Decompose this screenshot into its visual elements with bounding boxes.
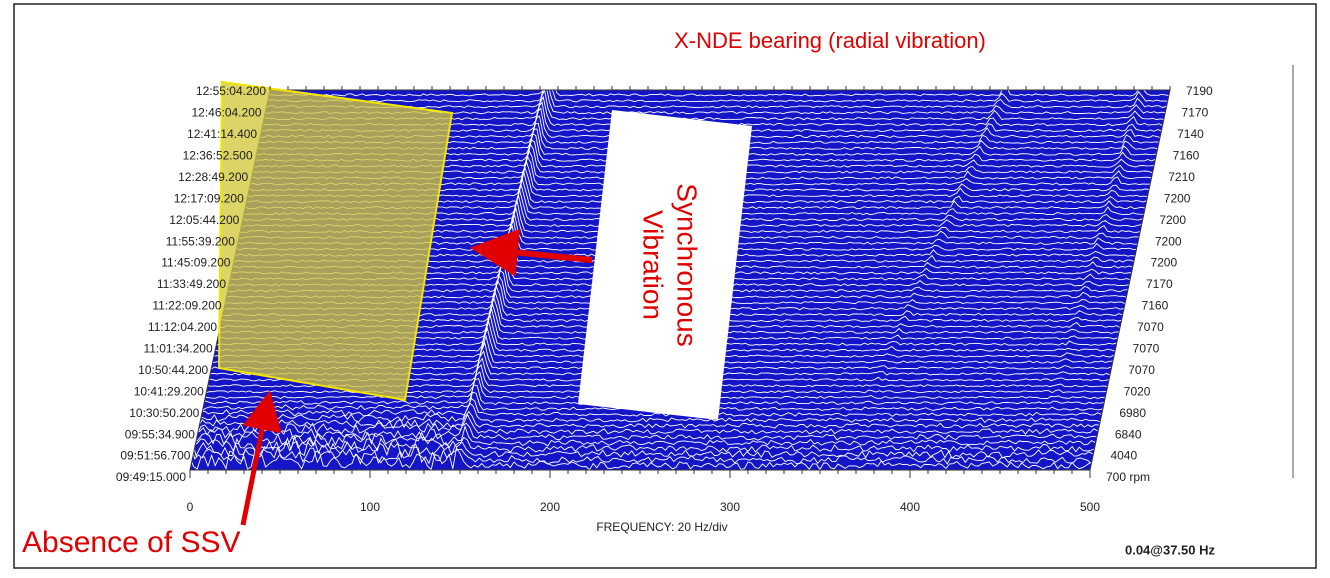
rpm-label: 6980 [1119, 406, 1146, 420]
callout-box [578, 110, 752, 420]
x-axis-label: FREQUENCY: 20 Hz/div [596, 520, 727, 534]
time-label: 09:55:34.900 [125, 427, 195, 441]
x-tick-label: 400 [900, 500, 920, 514]
rpm-label: 7200 [1159, 213, 1186, 227]
spectrum-trace [199, 402, 1101, 424]
time-label: 11:55:39.200 [166, 234, 236, 248]
rpm-label: 7170 [1146, 277, 1173, 291]
time-label: 11:22:09.200 [152, 299, 222, 313]
time-label: 10:50:44.200 [138, 363, 208, 377]
time-label: 11:01:34.200 [143, 342, 213, 356]
arrow [470, 228, 593, 277]
annotation: Vibration [638, 210, 669, 320]
time-label: 12:46:04.200 [191, 106, 261, 120]
time-label: 12:36:52.500 [183, 149, 253, 163]
x-tick-label: 100 [360, 500, 380, 514]
time-label: 09:49:15.000 [116, 470, 186, 484]
spectrum-trace [197, 413, 1098, 435]
rpm-label: 7070 [1128, 363, 1155, 377]
time-label: 12:55:04.200 [196, 84, 266, 98]
plot-title: X-NDE bearing (radial vibration) [674, 28, 986, 53]
time-label: 11:12:04.200 [148, 320, 218, 334]
rpm-label: 4040 [1110, 449, 1137, 463]
rpm-label: 7200 [1150, 256, 1177, 270]
rpm-label: 7170 [1182, 106, 1209, 120]
x-tick-label: 300 [720, 500, 740, 514]
rpm-label: 7210 [1168, 170, 1195, 184]
spectrum-trace [193, 435, 1094, 453]
rpm-label: 7160 [1142, 299, 1169, 313]
time-label: 12:41:14.400 [187, 127, 257, 141]
time-label: 09:51:56.700 [120, 449, 190, 463]
rpm-label: 7200 [1155, 234, 1182, 248]
callout-text: Synchronous Vibration [638, 183, 703, 346]
time-label: 12:28:49.200 [178, 170, 248, 184]
rpm-label: 7020 [1124, 384, 1151, 398]
time-label: 11:45:09.200 [161, 256, 231, 270]
spectrum-trace [196, 422, 1097, 442]
x-tick-label: 200 [540, 500, 560, 514]
rpm-label: 7190 [1186, 84, 1213, 98]
spectrum-trace [190, 446, 1092, 465]
time-label: 10:41:29.200 [134, 384, 204, 398]
cursor-readout: 0.04@37.50 Hz [1125, 542, 1216, 557]
spectrum-trace [267, 70, 1168, 103]
rpm-label: 7160 [1173, 149, 1200, 163]
time-label: 12:17:09.200 [174, 191, 244, 205]
rpm-label: 7200 [1164, 191, 1191, 205]
time-label: 12:05:44.200 [169, 213, 239, 227]
rpm-label: 7140 [1177, 127, 1204, 141]
time-label: 10:30:50.200 [129, 406, 199, 420]
rpm-label: 7070 [1133, 342, 1160, 356]
annotation: Synchronous [672, 183, 703, 346]
rpm-label: 700 rpm [1106, 470, 1150, 484]
spectrum-trace [268, 64, 1169, 97]
x-tick-label: 500 [1080, 500, 1100, 514]
frame [13, 3, 1317, 569]
highlight-box [217, 80, 454, 402]
x-tick-label: 0 [187, 500, 194, 514]
arrow [240, 390, 282, 526]
rpm-label: 7070 [1137, 320, 1164, 334]
time-label: 11:33:49.200 [157, 277, 227, 291]
spectrum-trace [189, 446, 1091, 471]
annotation: Absence of SSV [22, 526, 240, 559]
rpm-label: 6840 [1115, 427, 1142, 441]
spectrum-trace [198, 410, 1099, 430]
spectrum-trace [194, 424, 1096, 447]
spectrum-trace [201, 397, 1102, 417]
